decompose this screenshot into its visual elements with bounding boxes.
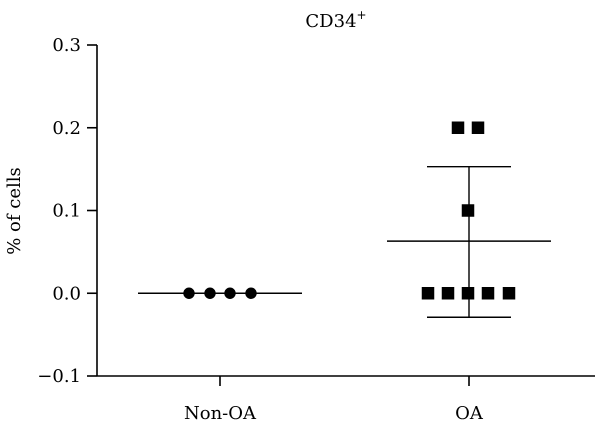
y-tick-label: 0.3 <box>52 35 81 56</box>
x-category-label: Non-OA <box>184 403 257 424</box>
data-point-oa <box>421 287 435 300</box>
y-axis-label: % of cells <box>4 167 25 255</box>
data-point-non-oa <box>204 287 216 299</box>
chart-title-main: CD34 <box>305 11 356 32</box>
data-point-oa <box>461 204 475 217</box>
data-point-non-oa <box>183 287 195 299</box>
data-point-non-oa <box>224 287 236 299</box>
y-tick-label: −0.1 <box>37 366 81 387</box>
data-point-oa <box>481 287 495 300</box>
data-point-oa <box>451 121 465 134</box>
y-tick-label: 0.1 <box>52 201 81 222</box>
chart-title: CD34+ <box>305 8 366 32</box>
y-tick-label: 0.2 <box>52 118 81 139</box>
data-point-oa <box>471 121 485 134</box>
y-tick-label: 0.0 <box>52 283 81 304</box>
data-point-oa <box>502 287 516 300</box>
chart-title-superscript: + <box>357 8 367 22</box>
data-point-non-oa <box>245 287 257 299</box>
data-point-oa <box>461 287 475 300</box>
x-category-label: OA <box>455 403 484 424</box>
data-point-oa <box>441 287 455 300</box>
